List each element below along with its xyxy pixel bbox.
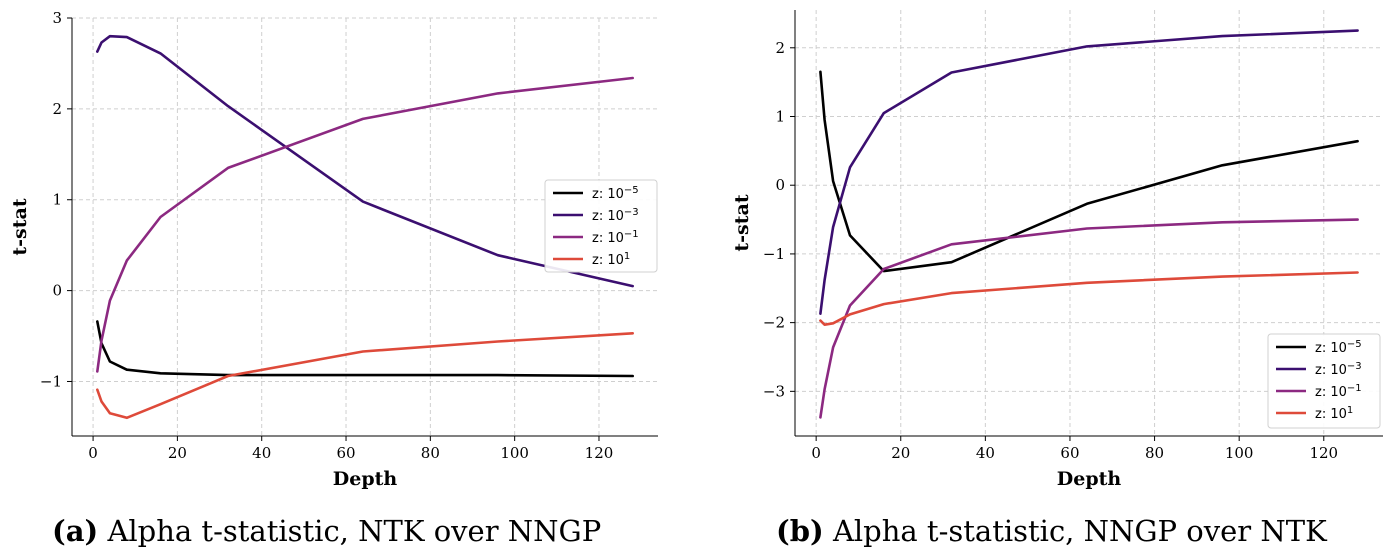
x-tick-label: 100 [1225, 444, 1254, 462]
y-tick-label: −1 [40, 372, 62, 390]
caption-a-text: Alpha t-statistic, NTK over NNGP [107, 514, 602, 548]
series-line-2 [96, 76, 635, 373]
x-tick-label: 100 [500, 444, 529, 462]
y-tick-label: 0 [52, 282, 62, 300]
series-line-0 [96, 320, 635, 378]
x-tick-label: 40 [252, 444, 271, 462]
legend: z: 10−5z: 10−3z: 10−1z: 101 [1267, 333, 1381, 429]
caption-b-tag: (b) [776, 514, 824, 548]
caption-a: (a) Alpha t-statistic, NTK over NNGP [52, 514, 601, 548]
x-tick-label: 0 [811, 444, 821, 462]
caption-b: (b) Alpha t-statistic, NNGP over NTK [776, 514, 1327, 548]
series-line-3 [96, 331, 635, 420]
legend-box [544, 179, 658, 273]
y-tick-label: −1 [763, 245, 785, 263]
y-axis-label: t-stat [9, 198, 31, 255]
series-line-2 [819, 218, 1359, 419]
series-line-1 [819, 29, 1359, 316]
x-tick-label: 60 [336, 444, 355, 462]
y-axis-label: t-stat [731, 194, 753, 251]
y-tick-label: −2 [763, 314, 785, 332]
chart-panel-b: 0 20 40 60 80 100 120 −3 −2 −1 0 1 2 Depth t-stat z: 10… [731, 10, 1383, 490]
x-tick-label: 20 [891, 444, 910, 462]
x-tick-label: 20 [168, 444, 187, 462]
x-tick-label: 40 [976, 444, 995, 462]
caption-b-text: Alpha t-statistic, NNGP over NTK [832, 514, 1327, 548]
x-axis-label: Depth [333, 468, 398, 490]
legend-label: z: 101 [592, 251, 630, 268]
y-tick-label: −3 [763, 382, 785, 400]
x-tick-label: 0 [88, 444, 98, 462]
y-tick-label: 1 [52, 191, 62, 209]
chart-panel-a: 0 20 40 60 80 100 120 −1 0 1 2 3 Depth t-stat z: 10−5z… [9, 9, 658, 490]
x-tick-label: 60 [1060, 444, 1079, 462]
y-tick-label: 1 [775, 108, 785, 126]
x-axis-label: Depth [1057, 468, 1122, 490]
series-line-1 [96, 34, 635, 288]
series-line-0 [819, 70, 1359, 273]
y-tick-label: 2 [775, 39, 785, 57]
legend-label: z: 101 [1315, 405, 1353, 422]
x-tick-label: 80 [1145, 444, 1164, 462]
y-tick-label: 3 [52, 9, 62, 27]
series-line-3 [819, 271, 1359, 327]
legend: z: 10−5z: 10−3z: 10−1z: 101 [544, 179, 658, 273]
x-tick-label: 120 [585, 444, 614, 462]
legend-box [1267, 333, 1381, 429]
y-tick-label: 2 [52, 100, 62, 118]
x-tick-label: 120 [1309, 444, 1338, 462]
caption-a-tag: (a) [52, 514, 99, 548]
y-tick-label: 0 [775, 176, 785, 194]
x-tick-label: 80 [421, 444, 440, 462]
